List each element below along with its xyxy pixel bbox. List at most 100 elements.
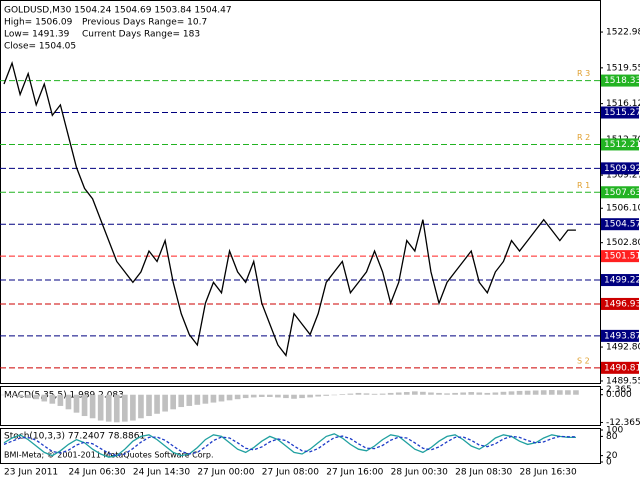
histogram-bar (492, 392, 499, 395)
level-name: R 1 (577, 181, 590, 190)
histogram-bar (420, 391, 426, 395)
header-text: High= 1506.09 (4, 18, 73, 28)
level-box (601, 74, 639, 87)
histogram-bar (73, 394, 80, 413)
histogram-bar (41, 394, 48, 402)
histogram-bar (557, 390, 563, 395)
histogram-bar (218, 394, 225, 402)
histogram-bar (138, 394, 144, 419)
level-box (601, 274, 639, 287)
level-label: 1499.22 (604, 276, 640, 286)
histogram-bar (444, 393, 450, 395)
histogram-bar (194, 394, 201, 405)
y-tick-label: 1516.12 (606, 99, 640, 109)
histogram-bar (347, 393, 354, 395)
histogram-bar (258, 394, 265, 397)
histogram-bar (291, 394, 297, 399)
histogram-bar (403, 392, 410, 395)
histogram-bar (33, 394, 40, 400)
histogram-bar (57, 394, 64, 406)
x-tick-label: 24 Jun 14:30 (133, 468, 190, 478)
x-tick-label: 24 Jun 06:30 (68, 468, 125, 478)
histogram-bar (412, 391, 418, 395)
level-name: R 2 (577, 133, 590, 142)
histogram-bar (516, 390, 523, 395)
histogram-bar (532, 390, 539, 395)
y-tick-label: 1489.55 (606, 376, 640, 386)
y-tick-label: -12.365 (606, 418, 640, 428)
x-tick-label: 27 Jun 16:00 (326, 468, 383, 478)
level-box (601, 138, 639, 151)
histogram-bar (500, 391, 507, 395)
header-text: Close= 1504.05 (4, 42, 76, 52)
y-tick-label: 1492.80 (606, 343, 640, 353)
histogram-bar (105, 394, 112, 422)
histogram-bar (355, 392, 362, 395)
panel-label: MACD(5,35,5) 1.989 2.083 (4, 391, 124, 401)
level-label: 1512.21 (604, 140, 640, 150)
histogram-bar (154, 394, 160, 414)
histogram-bar (524, 390, 531, 395)
x-tick-label: 27 Jun 08:00 (262, 468, 319, 478)
y-tick-label: 2.365 (606, 385, 632, 395)
histogram-bar (484, 392, 491, 395)
histogram-bar (371, 393, 378, 395)
histogram-bar (323, 394, 330, 396)
level-box (601, 250, 639, 263)
level-box (601, 218, 639, 231)
histogram-bar (468, 392, 475, 395)
panel-label: Stoch(10,3,3) 77.2407 78.8861 (4, 432, 145, 442)
histogram-bar (573, 390, 579, 395)
level-label: 1490.81 (604, 363, 640, 373)
histogram-bar (242, 394, 249, 399)
x-tick-label: 28 Jun 08:30 (455, 468, 512, 478)
histogram-bar (508, 391, 515, 395)
histogram-bar (81, 394, 88, 417)
level-label: 1504.57 (604, 220, 640, 230)
y-tick-label: 1502.80 (606, 238, 640, 248)
level-name: R 3 (577, 69, 590, 78)
x-tick-label: 28 Jun 00:30 (391, 468, 448, 478)
histogram-bar (267, 394, 273, 397)
histogram-bar (250, 394, 257, 398)
histogram-bar (548, 390, 555, 395)
histogram-bar (65, 394, 72, 410)
histogram-bar (9, 394, 15, 396)
histogram-bar (331, 394, 338, 396)
histogram-bar (178, 394, 185, 408)
histogram-bar (1, 394, 7, 396)
level-label: 1509.92 (604, 164, 640, 174)
histogram-bar (210, 394, 217, 403)
histogram-bar (315, 394, 321, 397)
level-name: S 2 (577, 356, 590, 365)
stoch-line (3, 433, 576, 458)
x-tick-label: 28 Jun 16:30 (520, 468, 577, 478)
histogram-bar (170, 394, 176, 410)
histogram-bar (130, 394, 136, 421)
histogram-bar (97, 394, 104, 421)
y-tick-label: 100 (606, 426, 623, 436)
price-line (3, 61, 576, 357)
histogram-bar (540, 390, 547, 395)
header-text: Previous Days Range= 10.7 (82, 18, 207, 28)
level-label: 1496.93 (604, 299, 640, 309)
histogram-bar (202, 394, 209, 404)
header-text: Current Days Range= 183 (82, 30, 200, 40)
histogram-bar (234, 394, 241, 400)
histogram-bar (226, 394, 233, 401)
histogram-bar (17, 394, 23, 397)
level-box (601, 361, 639, 374)
histogram-bar (452, 392, 458, 395)
histogram-bar (275, 394, 281, 398)
level-box (601, 186, 639, 199)
histogram-bar (395, 392, 402, 395)
level-label: 1515.27 (604, 108, 640, 118)
histogram-bar (283, 394, 289, 399)
y-tick-label: 1522.98 (606, 28, 640, 38)
header-text: Low= 1491.39 (4, 30, 70, 40)
y-tick-label: 1509.27 (606, 171, 640, 181)
histogram-bar (387, 392, 394, 395)
histogram-bar (436, 392, 442, 395)
